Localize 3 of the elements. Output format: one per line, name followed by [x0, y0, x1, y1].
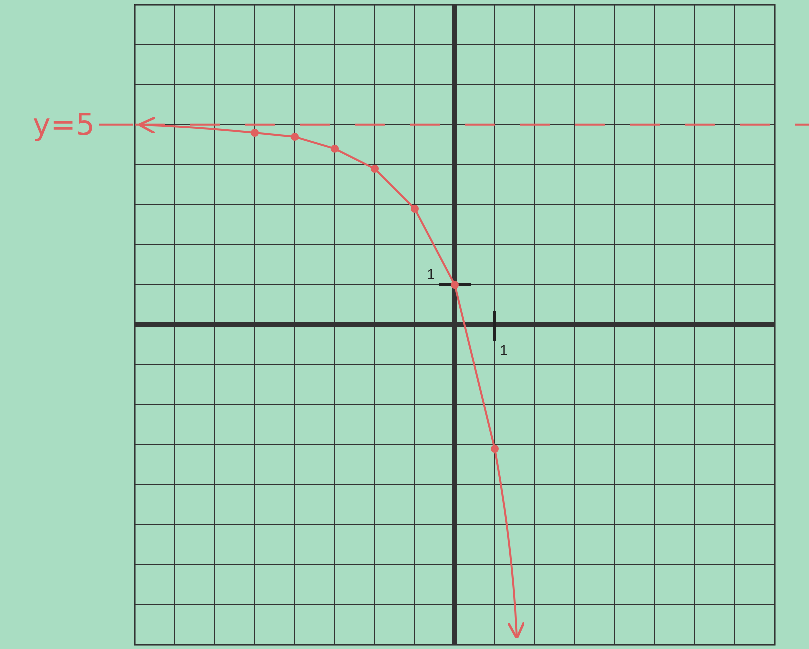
annotation: 1 — [427, 266, 436, 282]
annotation: 1 — [500, 342, 508, 358]
text: y=5 — [33, 108, 95, 143]
